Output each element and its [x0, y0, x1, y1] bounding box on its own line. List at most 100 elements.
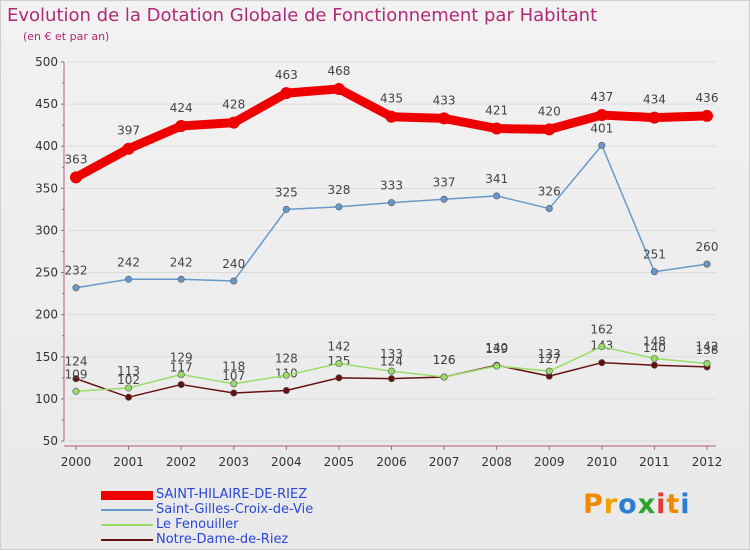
legend-label: Le Fenouiller [156, 517, 239, 532]
x-tick-label: 2002 [166, 455, 197, 469]
data-label: 127 [538, 352, 561, 366]
data-point [175, 120, 188, 133]
y-tick-label: 250 [35, 266, 58, 280]
legend-swatch [101, 539, 153, 541]
data-label: 468 [327, 64, 350, 78]
data-label: 140 [485, 341, 508, 355]
legend-swatch [101, 509, 153, 511]
data-point [177, 381, 185, 389]
data-label: 113 [117, 364, 140, 378]
data-label: 436 [696, 91, 719, 105]
data-label: 437 [590, 90, 613, 104]
data-label: 421 [485, 104, 508, 118]
proxiti-logo: Proxiti [583, 489, 691, 520]
data-label: 162 [590, 323, 613, 337]
data-point [703, 360, 711, 368]
x-tick-label: 2000 [61, 455, 92, 469]
data-label: 326 [538, 185, 561, 199]
data-point [332, 82, 345, 95]
data-point [387, 199, 395, 207]
data-label: 242 [170, 255, 193, 269]
legend-swatch [101, 491, 153, 500]
data-point [122, 142, 135, 155]
data-point [72, 284, 80, 292]
y-tick-label: 350 [35, 181, 58, 195]
y-tick-label: 450 [35, 97, 58, 111]
data-label: 102 [117, 373, 140, 387]
x-tick-label: 2006 [376, 455, 407, 469]
data-label: 434 [643, 93, 666, 107]
y-tick-label: 200 [35, 308, 58, 322]
data-point [595, 109, 608, 122]
data-point [125, 275, 133, 283]
data-point [490, 122, 503, 135]
data-label: 126 [433, 353, 456, 367]
legend-label: SAINT-HILAIRE-DE-RIEZ [156, 487, 308, 502]
data-point [598, 141, 606, 149]
data-label: 140 [643, 341, 666, 355]
data-point [545, 367, 553, 375]
data-label: 333 [380, 179, 403, 193]
data-point [438, 112, 451, 125]
logo-letter: r [603, 489, 619, 520]
data-point [282, 386, 290, 394]
data-label: 124 [65, 355, 88, 369]
x-tick-label: 2003 [218, 455, 249, 469]
data-point [230, 380, 238, 388]
data-label: 128 [275, 351, 298, 365]
data-point [280, 87, 293, 100]
data-point [701, 109, 713, 122]
data-point [125, 393, 133, 401]
data-point [650, 268, 658, 276]
data-point [440, 195, 448, 203]
y-tick-label: 100 [35, 392, 58, 406]
data-label: 117 [170, 361, 193, 375]
y-tick-label: 400 [35, 139, 58, 153]
data-label: 240 [222, 257, 245, 271]
data-label: 133 [538, 347, 561, 361]
data-label: 433 [433, 93, 456, 107]
data-label: 328 [327, 183, 350, 197]
data-label: 424 [170, 101, 193, 115]
data-point [650, 354, 658, 362]
data-point [545, 205, 553, 213]
y-tick-label: 150 [35, 350, 58, 364]
data-label: 148 [643, 334, 666, 348]
data-label: 109 [65, 367, 88, 381]
data-point [543, 123, 556, 136]
data-label: 337 [433, 175, 456, 189]
data-label: 129 [170, 350, 193, 364]
data-label: 260 [696, 240, 719, 254]
logo-letter: t [666, 489, 681, 520]
y-tick-label: 500 [35, 55, 58, 69]
data-point [493, 192, 501, 200]
logo-letter: P [583, 489, 604, 520]
data-label: 251 [643, 248, 666, 262]
data-point [493, 362, 501, 370]
data-label: 435 [380, 92, 403, 106]
data-label: 420 [538, 104, 561, 118]
logo-letter: x [637, 489, 657, 520]
y-tick-label: 50 [43, 434, 58, 448]
data-point [385, 110, 398, 123]
data-point [227, 116, 240, 129]
data-point [177, 370, 185, 378]
legend-swatch [101, 524, 153, 526]
data-label: 428 [222, 98, 245, 112]
chart-title: Evolution de la Dotation Globale de Fonc… [7, 5, 598, 26]
data-point [335, 360, 343, 368]
data-point [703, 260, 711, 268]
data-label: 397 [117, 124, 140, 138]
data-label: 126 [433, 353, 456, 367]
legend-label: Notre-Dame-de-Riez [156, 532, 289, 547]
data-point [648, 111, 661, 124]
data-point [598, 343, 606, 351]
data-point [72, 387, 80, 395]
data-label: 124 [380, 355, 403, 369]
data-point [282, 371, 290, 379]
data-label: 325 [275, 185, 298, 199]
data-point [335, 203, 343, 211]
data-label: 363 [65, 152, 88, 166]
